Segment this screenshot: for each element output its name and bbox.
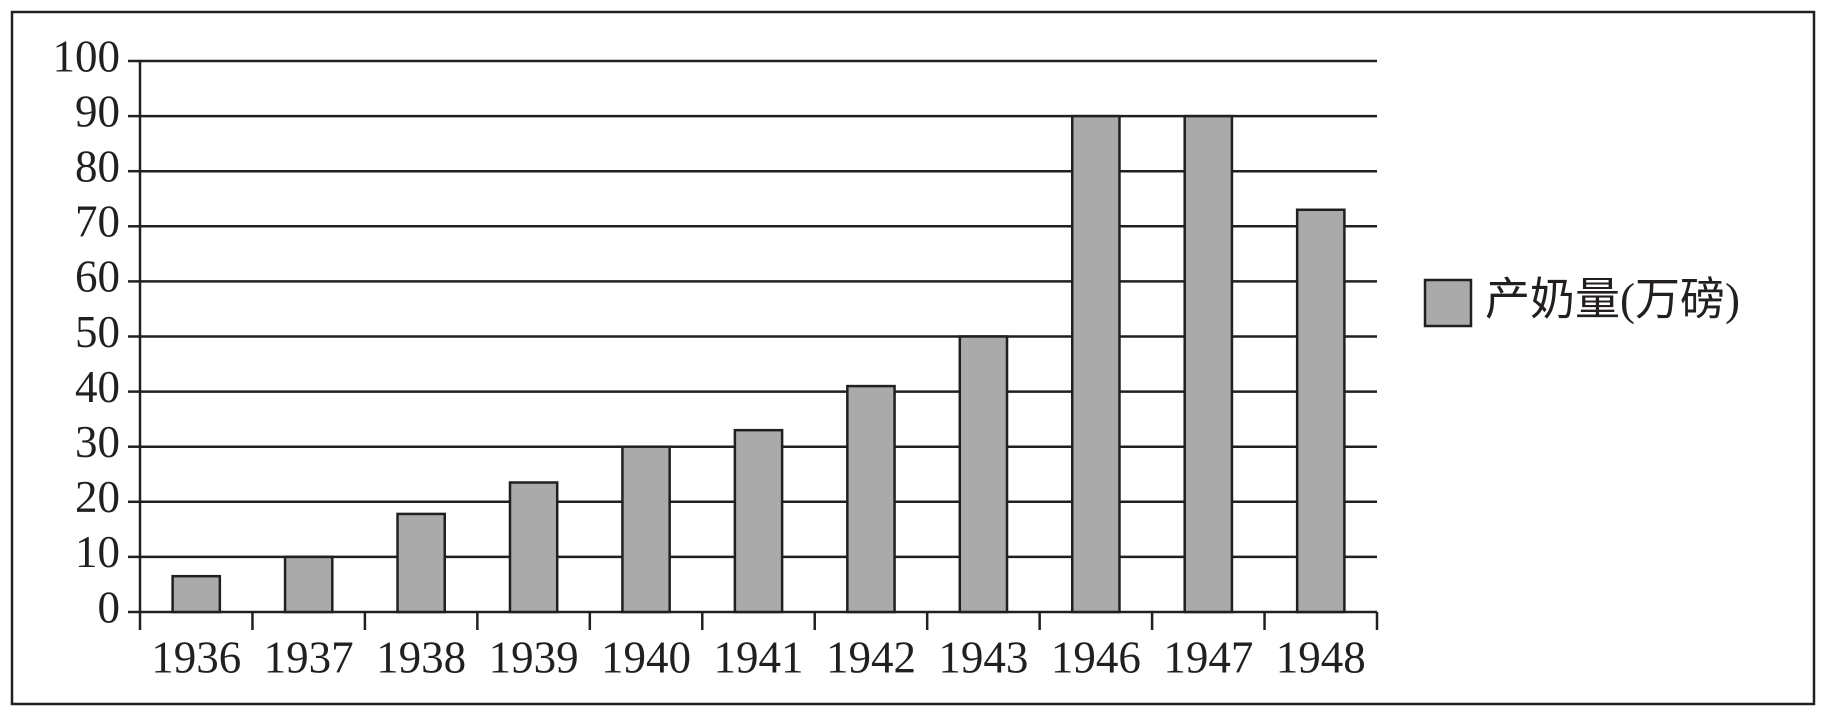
bar — [958, 335, 1009, 614]
y-tick-label: 40 — [75, 362, 120, 412]
x-tick-label: 1942 — [826, 632, 916, 682]
y-tick-label: 10 — [75, 527, 120, 577]
bar — [283, 555, 334, 614]
y-tick-label: 30 — [75, 417, 120, 467]
y-tick-label: 0 — [98, 582, 121, 632]
y-tick-label: 70 — [75, 197, 120, 247]
x-tick-label: 1941 — [714, 632, 804, 682]
bar — [171, 574, 222, 614]
y-tick-label: 80 — [75, 142, 120, 192]
y-tick-label: 20 — [75, 472, 120, 522]
x-tick-label: 1936 — [151, 632, 241, 682]
bar — [508, 481, 559, 614]
x-tick-label: 1939 — [489, 632, 579, 682]
x-tick-label: 1946 — [1051, 632, 1141, 682]
bar — [396, 512, 447, 614]
legend-swatch — [1423, 278, 1473, 328]
x-tick-label: 1940 — [601, 632, 691, 682]
frame — [10, 10, 1816, 706]
x-tick-label: 1948 — [1276, 632, 1366, 682]
y-tick-label: 90 — [75, 86, 120, 136]
x-tick-label: 1943 — [938, 632, 1028, 682]
y-tick-label: 50 — [75, 307, 120, 357]
bar — [1295, 208, 1346, 614]
bar — [733, 428, 784, 614]
bar — [846, 384, 896, 614]
x-tick-label: 1937 — [264, 632, 354, 682]
bar — [621, 445, 671, 614]
bar — [1183, 114, 1234, 614]
bar — [1070, 114, 1121, 614]
legend-label: 产奶量(万磅) — [1485, 274, 1740, 324]
y-tick-label: 100 — [53, 31, 121, 81]
x-tick-label: 1938 — [376, 632, 466, 682]
x-tick-label: 1947 — [1163, 632, 1253, 682]
y-tick-label: 60 — [75, 252, 120, 302]
